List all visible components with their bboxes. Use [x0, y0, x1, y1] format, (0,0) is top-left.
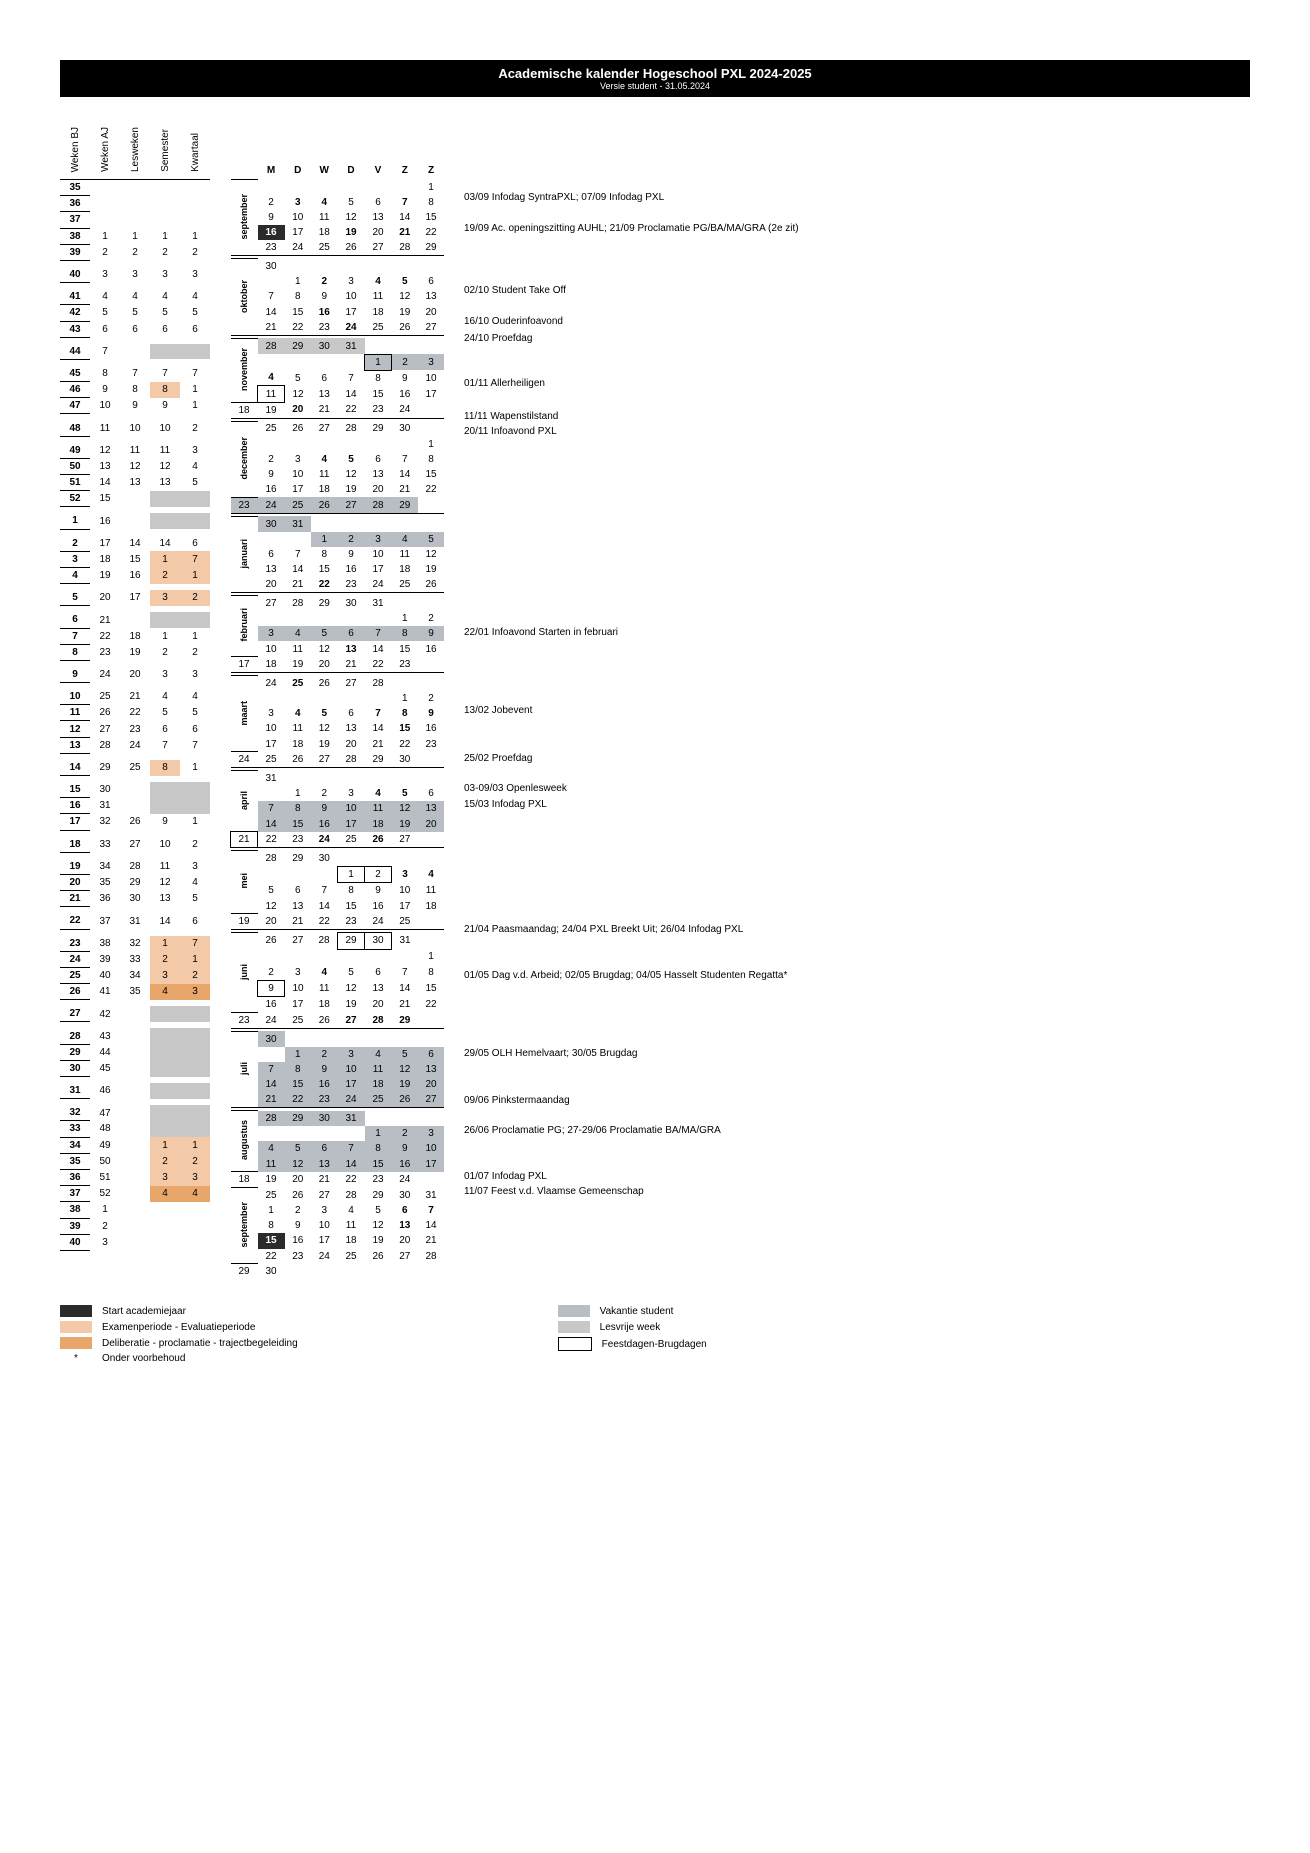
- event-note: 20/11 Infoavond PXL: [464, 424, 1250, 439]
- legend-item: Lesvrije week: [558, 1321, 707, 1333]
- event-note: [464, 983, 1250, 998]
- event-note: 03-09/03 Openlesweek: [464, 781, 1250, 796]
- col-kwartaal: Kwartaal: [190, 133, 201, 172]
- event-note: [464, 812, 1250, 827]
- event-note: 01/07 Infodag PXL: [464, 1169, 1250, 1184]
- event-note: [464, 844, 1250, 859]
- event-note: [464, 268, 1250, 283]
- event-note: 19/09 Ac. openingszitting AUHL; 21/09 Pr…: [464, 221, 1250, 236]
- event-note: [464, 299, 1250, 314]
- title-bar: Academische kalender Hogeschool PXL 2024…: [60, 60, 1250, 97]
- weeks-table: Weken BJ Weken AJ Lesweken Semester Kwar…: [60, 115, 210, 1251]
- event-note: [464, 1139, 1250, 1154]
- event-note: [464, 907, 1250, 922]
- col-sun: Z: [418, 115, 444, 180]
- col-sat: Z: [392, 115, 419, 180]
- event-note: 01/11 Allerheiligen: [464, 376, 1250, 391]
- event-note: [464, 548, 1250, 563]
- event-note: 09/06 Pinkstermaandag: [464, 1093, 1250, 1108]
- event-note: [464, 175, 1250, 190]
- event-note: [464, 346, 1250, 361]
- event-note: [464, 1154, 1250, 1169]
- col-fri: V: [365, 115, 392, 180]
- legend-item: Deliberatie - proclamatie - trajectbegel…: [60, 1337, 298, 1349]
- event-note: [464, 595, 1250, 610]
- event-note: 25/02 Proefdag: [464, 751, 1250, 766]
- event-note: [464, 253, 1250, 268]
- event-note: [464, 719, 1250, 734]
- event-note: [464, 470, 1250, 485]
- notes-column: 03/09 Infodag SyntraPXL; 07/09 Infodag P…: [464, 115, 1250, 1279]
- col-weken-bj: Weken BJ: [70, 127, 81, 172]
- event-note: [464, 641, 1250, 656]
- event-note: [464, 454, 1250, 469]
- event-note: [464, 1199, 1250, 1214]
- event-note: [464, 890, 1250, 905]
- event-note: [464, 532, 1250, 547]
- event-note: 15/03 Infodag PXL: [464, 797, 1250, 812]
- event-note: [464, 1215, 1250, 1230]
- event-note: [464, 361, 1250, 376]
- event-note: 21/04 Paasmaandag; 24/04 PXL Breekt Uit;…: [464, 922, 1250, 937]
- page-title: Academische kalender Hogeschool PXL 2024…: [60, 66, 1250, 81]
- event-note: [464, 658, 1250, 673]
- event-note: [464, 937, 1250, 952]
- event-note: 03/09 Infodag SyntraPXL; 07/09 Infodag P…: [464, 190, 1250, 205]
- col-semester: Semester: [160, 129, 171, 172]
- legend-item: *Onder voorbehoud: [60, 1353, 298, 1364]
- event-note: [464, 392, 1250, 407]
- event-note: [464, 1061, 1250, 1076]
- col-tue: D: [285, 115, 312, 180]
- event-note: [464, 673, 1250, 688]
- event-note: [464, 610, 1250, 625]
- event-note: [464, 517, 1250, 532]
- legend-item: Feestdagen-Brugdagen: [558, 1337, 707, 1351]
- event-note: 29/05 OLH Hemelvaart; 30/05 Brugdag: [464, 1046, 1250, 1061]
- calendar-table: M D W D V Z Z september12345678910111213…: [230, 115, 444, 1279]
- page-subtitle: Versie student - 31.05.2024: [60, 81, 1250, 91]
- event-note: [464, 859, 1250, 874]
- event-note: [464, 502, 1250, 517]
- event-note: 24/10 Proefdag: [464, 331, 1250, 346]
- event-note: [464, 236, 1250, 251]
- event-note: 16/10 Ouderinfoavond: [464, 314, 1250, 329]
- legend-item: Vakantie student: [558, 1305, 707, 1317]
- calendar-column: M D W D V Z Z september12345678910111213…: [230, 115, 444, 1279]
- event-note: [464, 1000, 1250, 1015]
- col-wed: W: [311, 115, 338, 180]
- event-note: 13/02 Jobevent: [464, 703, 1250, 718]
- event-note: [464, 1015, 1250, 1030]
- event-note: [464, 734, 1250, 749]
- event-note: [464, 205, 1250, 220]
- event-note: 11/11 Wapenstilstand: [464, 409, 1250, 424]
- event-note: 26/06 Proclamatie PG; 27-29/06 Proclamat…: [464, 1123, 1250, 1138]
- col-lesweken: Lesweken: [130, 127, 141, 172]
- event-note: [464, 1108, 1250, 1123]
- event-note: 01/05 Dag v.d. Arbeid; 02/05 Brugdag; 04…: [464, 968, 1250, 983]
- event-note: [464, 829, 1250, 844]
- event-note: [464, 1030, 1250, 1045]
- legend-item: Examenperiode - Evaluatieperiode: [60, 1321, 298, 1333]
- col-weken-aj: Weken AJ: [100, 127, 111, 172]
- legend: Start academiejaar Examenperiode - Evalua…: [60, 1305, 1250, 1364]
- event-note: [464, 766, 1250, 781]
- event-note: [464, 688, 1250, 703]
- event-note: 22/01 Infoavond Starten in februari: [464, 625, 1250, 640]
- event-note: 02/10 Student Take Off: [464, 283, 1250, 298]
- weeks-column: Weken BJ Weken AJ Lesweken Semester Kwar…: [60, 115, 210, 1279]
- col-mon: M: [258, 115, 285, 180]
- event-note: [464, 485, 1250, 500]
- event-note: [464, 1230, 1250, 1245]
- event-note: [464, 439, 1250, 454]
- event-note: 11/07 Feest v.d. Vlaamse Gemeenschap: [464, 1184, 1250, 1199]
- event-note: [464, 874, 1250, 889]
- event-note: [464, 952, 1250, 967]
- col-thu: D: [338, 115, 365, 180]
- event-note: [464, 580, 1250, 595]
- event-note: [464, 1078, 1250, 1093]
- event-note: [464, 563, 1250, 578]
- legend-item: Start academiejaar: [60, 1305, 298, 1317]
